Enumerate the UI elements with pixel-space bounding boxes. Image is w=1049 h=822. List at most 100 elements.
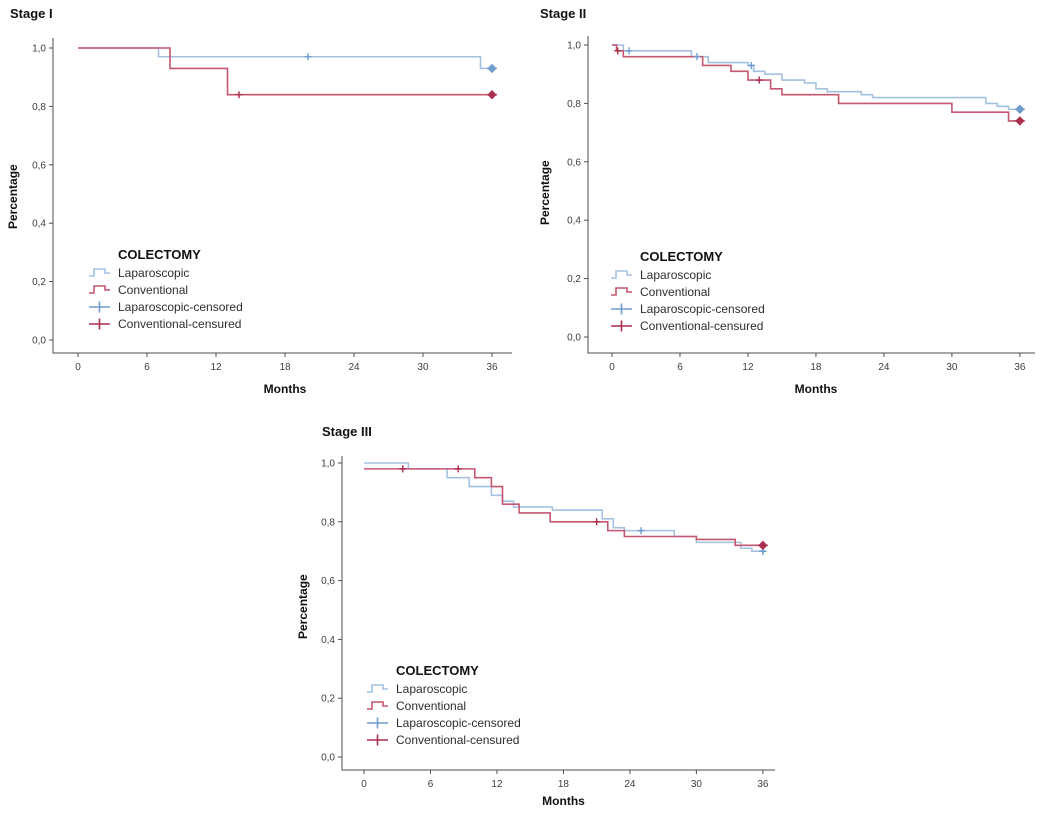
legend-item-label: Laparoscopic [640, 267, 712, 282]
legend: COLECTOMY Laparoscopic Conventional Lapa… [366, 663, 521, 747]
x-tick-label: 36 [757, 779, 769, 790]
y-tick-label: 0,6 [567, 157, 581, 168]
x-tick-label: 24 [348, 362, 360, 373]
x-tick-label: 30 [691, 779, 703, 790]
legend-item-label: Conventional-censured [396, 732, 520, 747]
survival-plot-stage-ii: 1,0 0,8 0,6 0,4 0,2 0,0 0 6 12 18 24 30 36 [567, 36, 1035, 373]
legend-title: COLECTOMY [118, 247, 201, 262]
x-tick-label: 24 [624, 779, 636, 790]
x-tick-label: 12 [491, 779, 503, 790]
censor-mark [755, 76, 763, 84]
km-panel-stage-ii: 1,0 0,8 0,6 0,4 0,2 0,0 0 6 12 18 24 30 36 Stage II … [530, 0, 1049, 410]
legend-item-label: Conventional [396, 698, 467, 713]
y-tick-label: 0,8 [321, 517, 335, 528]
x-tick-label: 0 [609, 362, 615, 373]
legend-item-label: Laparoscopic-censored [640, 301, 765, 316]
x-tick-label: 6 [677, 362, 683, 373]
y-tick-label: 0,4 [321, 635, 335, 646]
legend: COLECTOMY Laparoscopic Conventional Lapa… [88, 247, 243, 331]
km-curve-conventional [78, 47, 492, 96]
km-curve-laparoscopic [612, 44, 1020, 111]
step-line-swatch-icon [89, 284, 110, 294]
panel-title: Stage I [10, 6, 53, 21]
axes [52, 38, 512, 354]
y-tick-label: 0,2 [32, 277, 46, 288]
legend-title: COLECTOMY [396, 663, 479, 678]
legend-item-laparoscopic: Laparoscopic [366, 681, 521, 696]
legend-item-label: Conventional-censured [118, 316, 242, 331]
legend: COLECTOMY Laparoscopic Conventional Lapa… [610, 249, 765, 333]
legend-item-laparoscopic: Laparoscopic [88, 265, 243, 280]
x-tick-label: 18 [558, 779, 570, 790]
y-tick-label: 0,4 [32, 219, 46, 230]
censor-mark [304, 53, 312, 61]
y-tick-label: 0,6 [321, 576, 335, 587]
legend-item-conventional-censured: Conventional-censured [610, 318, 765, 333]
censor-mark [614, 47, 622, 55]
axes [341, 456, 775, 771]
step-line-swatch-icon [611, 269, 632, 279]
censor-mark [637, 527, 645, 535]
axes [587, 36, 1035, 354]
x-tick-label: 24 [878, 362, 890, 373]
km-curve-laparoscopic [364, 462, 763, 552]
y-tick-label: 0,8 [567, 99, 581, 110]
legend-item-label: Conventional-censured [640, 318, 764, 333]
y-axis-label: Percentage [6, 164, 20, 230]
legend-item-label: Laparoscopic-censored [118, 299, 243, 314]
censor-plus-icon [89, 301, 110, 312]
y-tick-label: 0,6 [32, 160, 46, 171]
y-axis-label: Percentage [296, 574, 310, 640]
x-tick-label: 6 [144, 362, 150, 373]
legend-item-label: Laparoscopic [118, 265, 190, 280]
x-tick-label: 12 [742, 362, 754, 373]
legend-item-conventional: Conventional [366, 698, 521, 713]
censor-plus-icon [611, 320, 632, 331]
censor-mark [625, 47, 633, 55]
y-tick-label: 1,0 [32, 44, 46, 55]
censor-mark [454, 465, 462, 473]
x-tick-label: 36 [1014, 362, 1026, 373]
panel-title: Stage III [322, 424, 372, 439]
panel-title: Stage II [540, 6, 587, 21]
y-tick-label: 0,0 [567, 333, 581, 344]
survival-plot-stage-i: 1,0 0,8 0,6 0,4 0,2 0,0 0 6 12 18 24 30 36 [32, 38, 512, 373]
legend-item-label: Laparoscopic [396, 681, 468, 696]
km-curve-conventional [364, 468, 763, 547]
censor-plus-icon [367, 734, 388, 745]
legend-item-label: Conventional [118, 282, 189, 297]
censor-mark [593, 518, 601, 526]
y-tick-label: 0,8 [32, 102, 46, 113]
censor-plus-icon [611, 303, 632, 314]
x-axis-label: Months [794, 382, 838, 396]
legend-item-conventional-censured: Conventional-censured [88, 316, 243, 331]
y-tick-label: 0,2 [321, 694, 335, 705]
censor-mark [399, 465, 407, 473]
survival-plot-stage-iii: 1,0 0,8 0,6 0,4 0,2 0,0 0 6 12 18 24 30 36 [321, 456, 775, 790]
legend-item-conventional: Conventional [88, 282, 243, 297]
x-axis-label: Months [263, 382, 307, 396]
legend-item-conventional-censured: Conventional-censured [366, 732, 521, 747]
legend-item-laparoscopic-censored: Laparoscopic-censored [366, 715, 521, 730]
x-tick-label: 30 [417, 362, 429, 373]
km-panel-stage-i: 1,0 0,8 0,6 0,4 0,2 0,0 0 6 12 18 24 30 36 Stage I P… [0, 0, 530, 410]
km-curve-laparoscopic [78, 47, 492, 70]
censor-mark [235, 91, 243, 99]
censor-plus-icon [89, 318, 110, 329]
legend-item-conventional: Conventional [610, 284, 765, 299]
y-tick-label: 0,0 [321, 753, 335, 764]
y-tick-label: 0,0 [32, 336, 46, 347]
x-tick-label: 18 [810, 362, 822, 373]
step-line-swatch-icon [611, 286, 632, 296]
x-tick-label: 30 [946, 362, 958, 373]
y-tick-label: 1,0 [567, 41, 581, 52]
legend-item-laparoscopic-censored: Laparoscopic-censored [610, 301, 765, 316]
y-tick-label: 1,0 [321, 459, 335, 470]
legend-item-laparoscopic: Laparoscopic [610, 267, 765, 282]
legend-item-laparoscopic-censored: Laparoscopic-censored [88, 299, 243, 314]
step-line-swatch-icon [367, 683, 388, 693]
legend-item-label: Laparoscopic-censored [396, 715, 521, 730]
x-tick-label: 12 [210, 362, 222, 373]
x-tick-label: 0 [361, 779, 367, 790]
